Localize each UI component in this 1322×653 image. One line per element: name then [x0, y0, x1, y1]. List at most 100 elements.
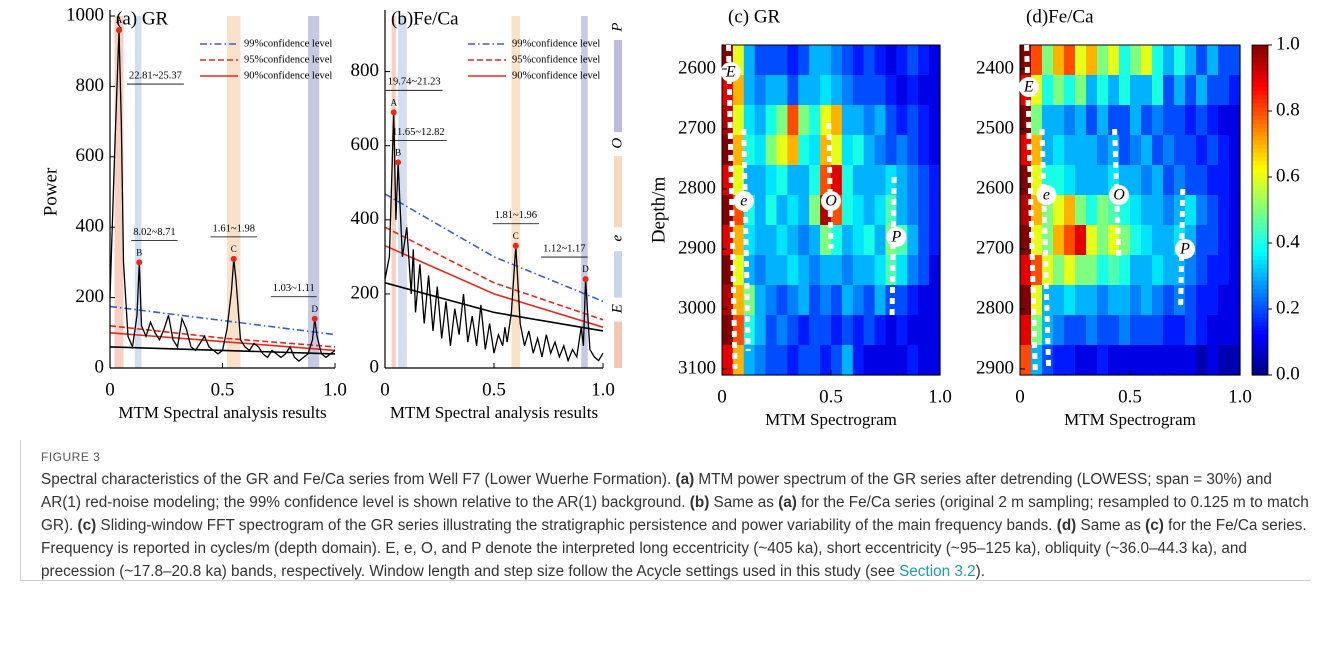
- colorbar-step: [1252, 45, 1268, 50]
- x-tick-label: 0: [105, 379, 115, 400]
- peak-marker: [136, 259, 143, 266]
- heatmap-cell: [1218, 255, 1230, 286]
- heatmap-cell: [896, 315, 908, 346]
- heatmap-cell: [852, 345, 865, 376]
- heatmap-cell: [852, 225, 865, 256]
- heatmap-cell: [1086, 225, 1098, 256]
- heatmap-cell: [787, 225, 799, 256]
- caption-link[interactable]: Section 3.2: [899, 563, 976, 580]
- caption-part: MTM power spectrum of the GR series afte…: [41, 471, 1272, 511]
- colorbar-step: [1252, 156, 1268, 162]
- caption-part: (d): [1056, 517, 1077, 534]
- heatmap-cell: [1042, 165, 1054, 196]
- heatmap-cell: [1196, 345, 1208, 376]
- heatmap-cell: [1108, 315, 1120, 346]
- heatmap-cell: [1064, 75, 1076, 106]
- heatmap-cell: [1075, 165, 1087, 196]
- y-tick-label: 200: [351, 282, 380, 303]
- frequency-band: [398, 16, 407, 368]
- heatmap-cell: [1207, 255, 1219, 286]
- colorbar-step: [1252, 90, 1268, 96]
- heatmap-cell: [863, 135, 876, 166]
- heatmap-cell: [743, 345, 756, 376]
- heatmap-cell: [1119, 105, 1131, 136]
- heatmap-cell: [1119, 285, 1131, 316]
- heatmap-cell: [1042, 105, 1054, 136]
- heatmap-cell: [1196, 225, 1208, 256]
- heatmap-cell: [765, 315, 778, 346]
- heatmap-cell: [1141, 165, 1153, 196]
- heatmap-cell: [929, 75, 941, 106]
- heatmap-cell: [1042, 195, 1054, 226]
- colorbar-step: [1252, 333, 1268, 339]
- heatmap-cell: [885, 165, 897, 196]
- heatmap-cell: [1042, 285, 1054, 316]
- heatmap-cell: [929, 105, 941, 136]
- heatmap-cell: [874, 195, 887, 226]
- peak-letter: C: [513, 231, 519, 241]
- colorbar-step: [1252, 193, 1268, 199]
- frequency-band: [114, 16, 124, 368]
- heatmap-cell: [1119, 315, 1131, 346]
- heatmap-cell: [863, 255, 876, 286]
- heatmap-cell: [1152, 285, 1164, 316]
- heatmap-cell: [1075, 195, 1087, 226]
- heatmap-cell: [743, 105, 756, 136]
- heatmap-cell: [1031, 225, 1043, 256]
- x-tick-label: 1.0: [1228, 386, 1252, 407]
- colorbar-step: [1252, 98, 1268, 104]
- heatmap-cell: [798, 165, 810, 196]
- heatmap-cell: [743, 75, 756, 106]
- colorbar-step: [1252, 139, 1268, 145]
- heatmap-cell: [1064, 345, 1076, 376]
- heatmap-cell: [1020, 135, 1032, 166]
- heatmap-cell: [831, 225, 843, 256]
- heatmap-cell: [874, 165, 887, 196]
- heatmap-cell: [1053, 135, 1065, 166]
- heatmap-cell: [1097, 105, 1109, 136]
- heatmap-cell: [1020, 165, 1032, 196]
- colorbar-step: [1252, 185, 1268, 190]
- chart-title: (d)Fe/Ca: [1026, 6, 1094, 27]
- x-tick-label: 0: [717, 386, 727, 407]
- heatmap-cell: [896, 345, 908, 376]
- series-line: [384, 193, 604, 303]
- heatmap-cell: [809, 195, 821, 226]
- heatmap-cell: [1185, 315, 1197, 346]
- heatmap-cell: [776, 75, 788, 106]
- colorbar-step: [1252, 276, 1268, 281]
- heatmap-cell: [809, 315, 821, 346]
- heatmap-cell: [1207, 45, 1219, 76]
- colorbar-step: [1252, 366, 1268, 372]
- y-tick-label: 400: [76, 216, 105, 237]
- heatmap-cell: [732, 75, 745, 106]
- heatmap-cell: [918, 255, 930, 286]
- heatmap-cell: [1229, 345, 1241, 376]
- y-tick-label: 800: [76, 75, 105, 96]
- marker-label: O: [1113, 187, 1125, 204]
- heatmap-cell: [722, 285, 734, 316]
- marker-badge: [821, 191, 841, 211]
- heatmap-cell: [885, 75, 897, 106]
- heatmap-cell: [1130, 135, 1142, 166]
- heatmap-cell: [1207, 195, 1219, 226]
- heatmap-cell: [907, 255, 919, 286]
- peak-marker: [512, 242, 519, 249]
- heatmap-cell: [1163, 255, 1175, 286]
- heatmap-cell: [852, 75, 865, 106]
- colorbar-step: [1252, 205, 1268, 211]
- peak-marker: [395, 159, 402, 166]
- heatmap-cell: [1031, 345, 1043, 376]
- heatmap-cell: [1207, 285, 1219, 316]
- x-tick-label: 0.5: [1118, 386, 1142, 407]
- legend-label: 99%confidence level: [244, 38, 332, 49]
- marker-label: e: [740, 193, 747, 210]
- heatmap-cell: [1185, 165, 1197, 196]
- heatmap-cell: [1218, 315, 1230, 346]
- heatmap-cell: [907, 75, 919, 106]
- x-tick-label: 1.0: [323, 379, 347, 400]
- heatmap-cell: [907, 315, 919, 346]
- heatmap-cell: [1185, 105, 1197, 136]
- heatmap-cell: [1163, 345, 1175, 376]
- y-tick-label: 2600: [678, 57, 716, 78]
